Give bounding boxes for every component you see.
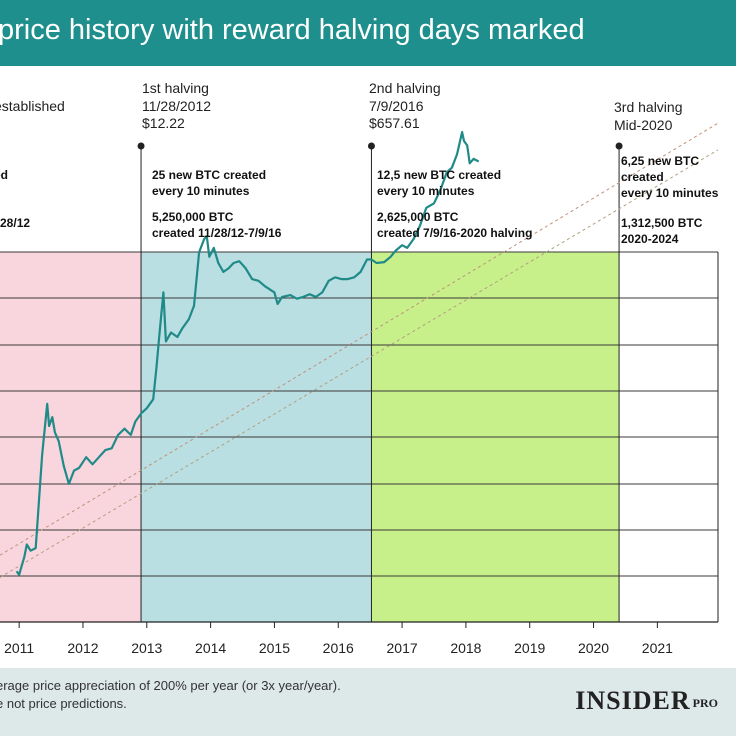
annotation-title: 1st halving bbox=[142, 80, 209, 96]
x-tick-label: 2011 bbox=[4, 640, 34, 656]
annotation-body-line: every 10 minutes bbox=[152, 184, 250, 198]
annotation-first-halving: 1st halving 11/28/2012 $12.22 bbox=[142, 80, 211, 133]
trend-line bbox=[0, 122, 719, 556]
x-tick-label: 2016 bbox=[323, 640, 354, 656]
annotation-price: $657.61 bbox=[369, 115, 420, 131]
x-tick-label: 2019 bbox=[514, 640, 545, 656]
annotation-body-line: s bbox=[0, 183, 30, 199]
page-title: price history with reward halving days m… bbox=[0, 14, 585, 46]
annotation-body-line: 6,25 new BTC bbox=[621, 154, 700, 168]
x-tick-label: 2020 bbox=[578, 640, 609, 656]
trend-line bbox=[0, 149, 719, 578]
annotation-body-third-halving: 6,25 new BTC created every 10 minutes 1,… bbox=[621, 153, 718, 247]
annotation-title: 2nd halving bbox=[369, 80, 441, 96]
annotation-body-line: 1/28/12 bbox=[0, 216, 31, 230]
annotation-body-first-halving: 25 new BTC created every 10 minutes 5,25… bbox=[152, 167, 281, 241]
annotation-body-line: ted bbox=[0, 168, 8, 182]
x-tick-label: 2015 bbox=[259, 640, 290, 656]
annotation-body-line: created 7/9/16-2020 halving bbox=[377, 226, 533, 240]
annotation-body-line: created bbox=[621, 170, 664, 184]
annotation-body-line: 2020-2024 bbox=[621, 232, 679, 246]
halving-marker bbox=[137, 142, 145, 150]
annotation-date: 11/28/2012 bbox=[142, 97, 212, 114]
insider-pro-logo: INSIDER PRO bbox=[575, 686, 718, 716]
footer-note-line-2: e not price predictions. bbox=[0, 696, 127, 711]
x-tick-label: 2012 bbox=[67, 640, 98, 656]
title-bar: price history with reward halving days m… bbox=[0, 0, 736, 66]
annotation-second-halving: 2nd halving 7/9/2016 $657.61 bbox=[369, 80, 441, 133]
annotation-body-era-0: ted s 1/28/12 bbox=[0, 167, 30, 231]
annotation-body-line: 12,5 new BTC created bbox=[377, 168, 502, 182]
footer: erage price appreciation of 200% per yea… bbox=[0, 668, 736, 736]
annotation-date: Mid-2020 bbox=[614, 116, 673, 133]
x-tick-label: 2013 bbox=[131, 640, 162, 656]
x-tick-label: 2018 bbox=[450, 640, 481, 656]
annotation-title: established bbox=[0, 98, 65, 114]
annotation-body-line: created 11/28/12-7/9/16 bbox=[152, 226, 282, 240]
annotation-body-line: 5,250,000 BTC bbox=[152, 210, 234, 224]
logo-suffix: PRO bbox=[692, 696, 718, 710]
annotation-body-line: 1,312,500 BTC bbox=[621, 216, 703, 230]
annotation-title: 3rd halving bbox=[614, 99, 683, 115]
chart: 2011 2012 2013 2014 2015 2016 2017 2018 2019 2020… bbox=[0, 122, 719, 656]
annotation-third-halving: 3rd halving Mid-2020 bbox=[614, 99, 683, 134]
annotation-body-second-halving: 12,5 new BTC created every 10 minutes 2,… bbox=[377, 167, 532, 241]
footer-note-line-1: erage price appreciation of 200% per yea… bbox=[0, 678, 341, 693]
annotation-era-0: established bbox=[0, 98, 65, 116]
annotation-date: 7/9/2016 bbox=[369, 97, 424, 114]
price-line bbox=[15, 131, 480, 576]
x-tick-label: 2021 bbox=[642, 640, 673, 656]
x-tick-label: 2014 bbox=[195, 640, 226, 656]
annotation-body-line: 25 new BTC created bbox=[152, 168, 267, 182]
annotation-body-line: 2,625,000 BTC bbox=[377, 210, 459, 224]
halving-marker bbox=[367, 142, 375, 150]
logo-text: INSIDER bbox=[575, 686, 691, 715]
x-tick-label: 2017 bbox=[387, 640, 418, 656]
annotation-price: $12.22 bbox=[142, 115, 185, 131]
halving-marker bbox=[615, 142, 623, 150]
annotation-body-line: every 10 minutes bbox=[377, 184, 475, 198]
annotation-body-line: every 10 minutes bbox=[621, 186, 719, 200]
